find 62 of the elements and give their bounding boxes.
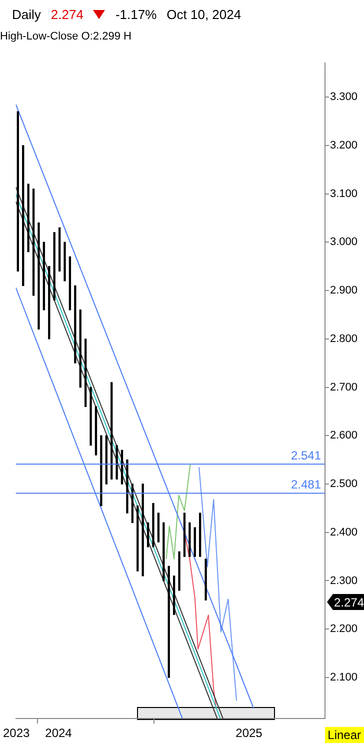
bar <box>110 382 113 480</box>
bar <box>162 522 165 582</box>
bar <box>142 484 144 576</box>
y-tick-label: 2.500 <box>330 478 358 490</box>
chart-title: High-Low-Close O:2.299 H <box>0 30 132 43</box>
y-tick-label: 3.100 <box>330 188 358 200</box>
bar <box>74 285 76 364</box>
bar <box>42 242 46 310</box>
y-tick-label: 2.200 <box>330 623 358 636</box>
x-tick-label: 2025 <box>236 726 263 740</box>
x-tick-label: 2024 <box>45 726 72 740</box>
bar <box>64 242 66 282</box>
bar <box>136 505 139 572</box>
bar <box>146 522 150 548</box>
bar <box>79 310 82 388</box>
bar <box>204 558 207 600</box>
x-tick-label: 2023 <box>2 726 30 740</box>
bar <box>105 435 108 484</box>
bar <box>32 188 35 296</box>
bar <box>27 184 30 252</box>
bar <box>58 227 61 272</box>
bar <box>100 435 102 506</box>
text: -1.17% <box>115 6 157 22</box>
bar <box>53 232 56 301</box>
y-tick-label: 3.200 <box>330 139 358 152</box>
y-tick-label: 2.300 <box>330 574 358 587</box>
bar <box>48 266 50 340</box>
bar <box>22 145 24 286</box>
bar <box>38 222 40 330</box>
bar <box>94 406 98 456</box>
bar <box>152 503 154 548</box>
y-tick-label: 2.600 <box>330 430 358 442</box>
y-tick-label: 3.300 <box>330 91 358 104</box>
bar <box>194 527 196 557</box>
bar <box>178 551 180 591</box>
text: 2.274 <box>50 6 84 22</box>
text: 2.274 <box>334 595 364 610</box>
bar <box>131 484 134 524</box>
y-tick-label: 2.700 <box>330 381 358 394</box>
bar <box>188 522 191 557</box>
bar <box>126 459 128 514</box>
y-tick-label: 2.400 <box>330 526 358 538</box>
y-tick-label: 3.000 <box>330 236 358 248</box>
bar <box>16 111 19 272</box>
bar <box>90 386 92 446</box>
text: Linear <box>324 727 364 743</box>
bar <box>183 512 186 557</box>
bar <box>84 338 87 407</box>
ref-line-label: 2.541 <box>290 448 322 462</box>
bar <box>168 566 170 678</box>
bar <box>120 450 124 484</box>
bar <box>68 256 72 310</box>
bar <box>116 444 118 480</box>
bar <box>199 512 202 557</box>
y-tick-label: 2.800 <box>330 332 358 345</box>
ref-line-label: 2.481 <box>290 478 322 492</box>
bar <box>172 576 176 615</box>
y-tick-label: 2.900 <box>330 284 358 297</box>
bar <box>157 512 160 542</box>
chart-subtitle: Daily <box>12 6 41 22</box>
text: Oct 10, 2024 <box>166 6 242 22</box>
y-tick-label: 2.100 <box>330 672 358 684</box>
